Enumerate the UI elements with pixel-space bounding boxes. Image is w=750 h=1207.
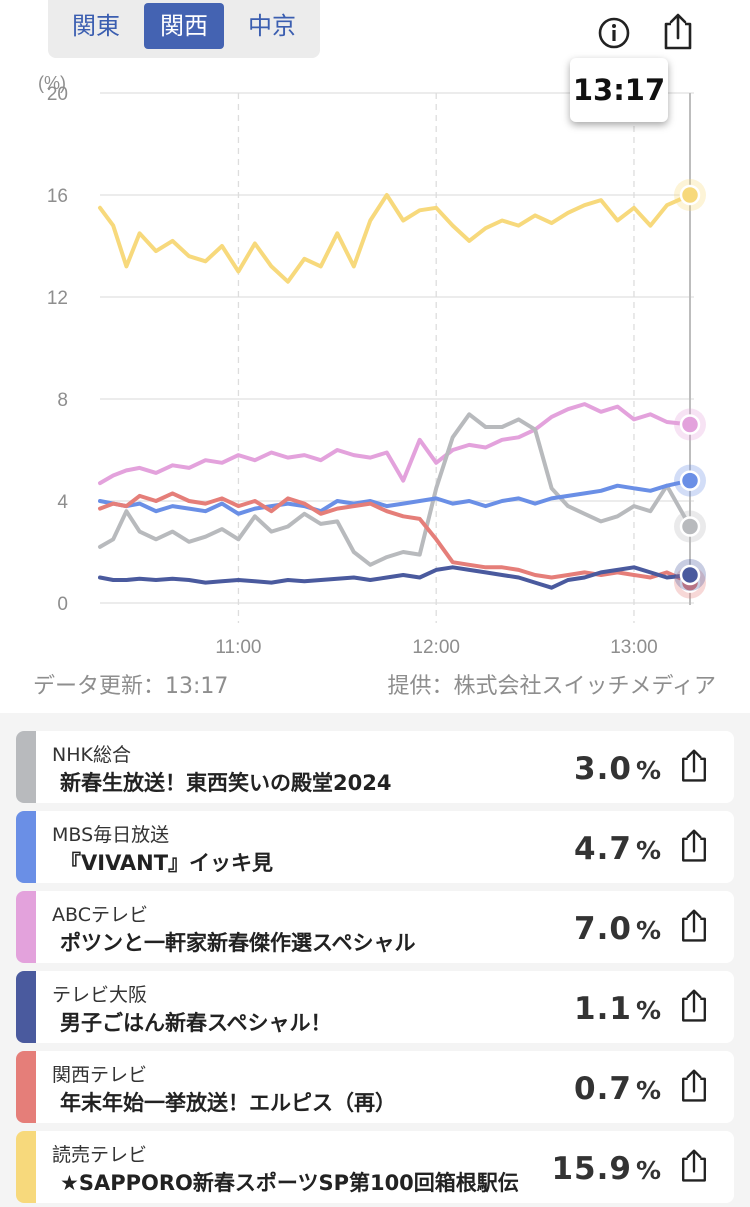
x-tick-label: 13:00 xyxy=(610,637,658,658)
tab-kansai[interactable]: 関西 xyxy=(144,3,224,49)
share-icon xyxy=(682,749,706,782)
series-end-marker xyxy=(679,516,701,537)
series-end-marker xyxy=(679,184,701,206)
series-line xyxy=(98,412,692,567)
channel-name: テレビ大阪 xyxy=(52,984,148,1006)
share-button[interactable] xyxy=(676,1147,712,1185)
share-button[interactable] xyxy=(676,987,712,1025)
y-tick-label: 16 xyxy=(47,186,68,207)
rating-value: 7.0% xyxy=(574,911,662,947)
data-updated-label: データ更新：13:17 xyxy=(33,674,229,699)
y-tick-label: 0 xyxy=(57,594,68,615)
series-line xyxy=(98,565,692,590)
channel-name: 関西テレビ xyxy=(52,1064,148,1086)
channel-card[interactable]: ABCテレビ ポツンと一軒家新春傑作選スペシャル 7.0% xyxy=(16,891,734,963)
series-line xyxy=(98,478,692,516)
tab-chukyo[interactable]: 中京 xyxy=(248,12,296,40)
tab-kanto[interactable]: 関東 xyxy=(72,12,120,40)
time-tooltip: 13:17 xyxy=(570,58,668,122)
share-button[interactable] xyxy=(676,827,712,865)
program-title: 『VIVANT』イッキ見 xyxy=(60,851,274,875)
share-icon xyxy=(682,909,706,942)
share-button[interactable] xyxy=(676,747,712,785)
info-icon xyxy=(598,17,630,49)
ratings-chart: (%)20 16 12 8 4 0 11:00 12:00 13:00 xyxy=(38,73,706,658)
series-end-marker xyxy=(679,470,701,491)
channel-name: ABCテレビ xyxy=(52,904,148,926)
program-title: 新春生放送！東西笑いの殿堂2024 xyxy=(60,771,392,795)
channel-card[interactable]: 関西テレビ 年末年始一挙放送！エルピス（再） 0.7% xyxy=(16,1051,734,1123)
rating-value: 3.0% xyxy=(574,751,662,787)
series-end-marker xyxy=(679,564,701,586)
x-tick-label: 12:00 xyxy=(412,637,460,658)
program-title: 男子ごはん新春スペシャル！ xyxy=(60,1011,332,1035)
region-tab-bar: 関東 関西 中京 xyxy=(48,0,320,58)
program-title: ★SAPPORO新春スポーツSP第100回箱根駅伝 xyxy=(60,1171,519,1195)
provider-label: 提供：株式会社スイッチメディア xyxy=(387,674,716,699)
share-icon xyxy=(682,829,706,862)
y-tick-label: 8 xyxy=(57,390,68,411)
series-line xyxy=(98,193,692,284)
program-title: 年末年始一挙放送！エルピス（再） xyxy=(60,1091,396,1115)
channel-color-bar xyxy=(16,891,36,963)
y-tick-label: 4 xyxy=(57,492,68,513)
y-unit-label: (%) xyxy=(38,73,66,93)
channel-name: NHK総合 xyxy=(52,744,131,766)
channel-name: 読売テレビ xyxy=(52,1144,148,1166)
channel-color-bar xyxy=(16,1131,36,1203)
share-icon xyxy=(682,989,706,1022)
channel-color-bar xyxy=(16,1051,36,1123)
share-button[interactable] xyxy=(676,907,712,945)
channel-color-bar xyxy=(16,811,36,883)
channel-color-bar xyxy=(16,731,36,803)
program-title: ポツンと一軒家新春傑作選スペシャル xyxy=(60,931,416,955)
share-button[interactable] xyxy=(658,12,698,52)
channel-name: MBS毎日放送 xyxy=(52,824,170,846)
share-button[interactable] xyxy=(676,1067,712,1105)
rating-value: 15.9% xyxy=(551,1151,662,1187)
channel-color-bar xyxy=(16,971,36,1043)
series-end-marker xyxy=(679,414,701,435)
x-tick-label: 11:00 xyxy=(215,637,261,658)
channel-card[interactable]: 読売テレビ ★SAPPORO新春スポーツSP第100回箱根駅伝 15.9% xyxy=(16,1131,734,1203)
rating-value: 4.7% xyxy=(574,831,662,867)
rating-value: 1.1% xyxy=(574,991,662,1027)
channel-card[interactable]: テレビ大阪 男子ごはん新春スペシャル！ 1.1% xyxy=(16,971,734,1043)
series-line xyxy=(98,491,692,585)
channel-card[interactable]: MBS毎日放送 『VIVANT』イッキ見 4.7% xyxy=(16,811,734,883)
y-tick-label: 20 xyxy=(47,84,68,105)
share-icon xyxy=(682,1149,706,1182)
info-button[interactable] xyxy=(594,12,634,52)
channel-card[interactable]: NHK総合 新春生放送！東西笑いの殿堂2024 3.0% xyxy=(16,731,734,803)
share-icon xyxy=(664,13,692,50)
rating-value: 0.7% xyxy=(574,1071,662,1107)
share-icon xyxy=(682,1069,706,1102)
y-tick-label: 12 xyxy=(47,288,68,309)
series-line xyxy=(98,402,692,486)
